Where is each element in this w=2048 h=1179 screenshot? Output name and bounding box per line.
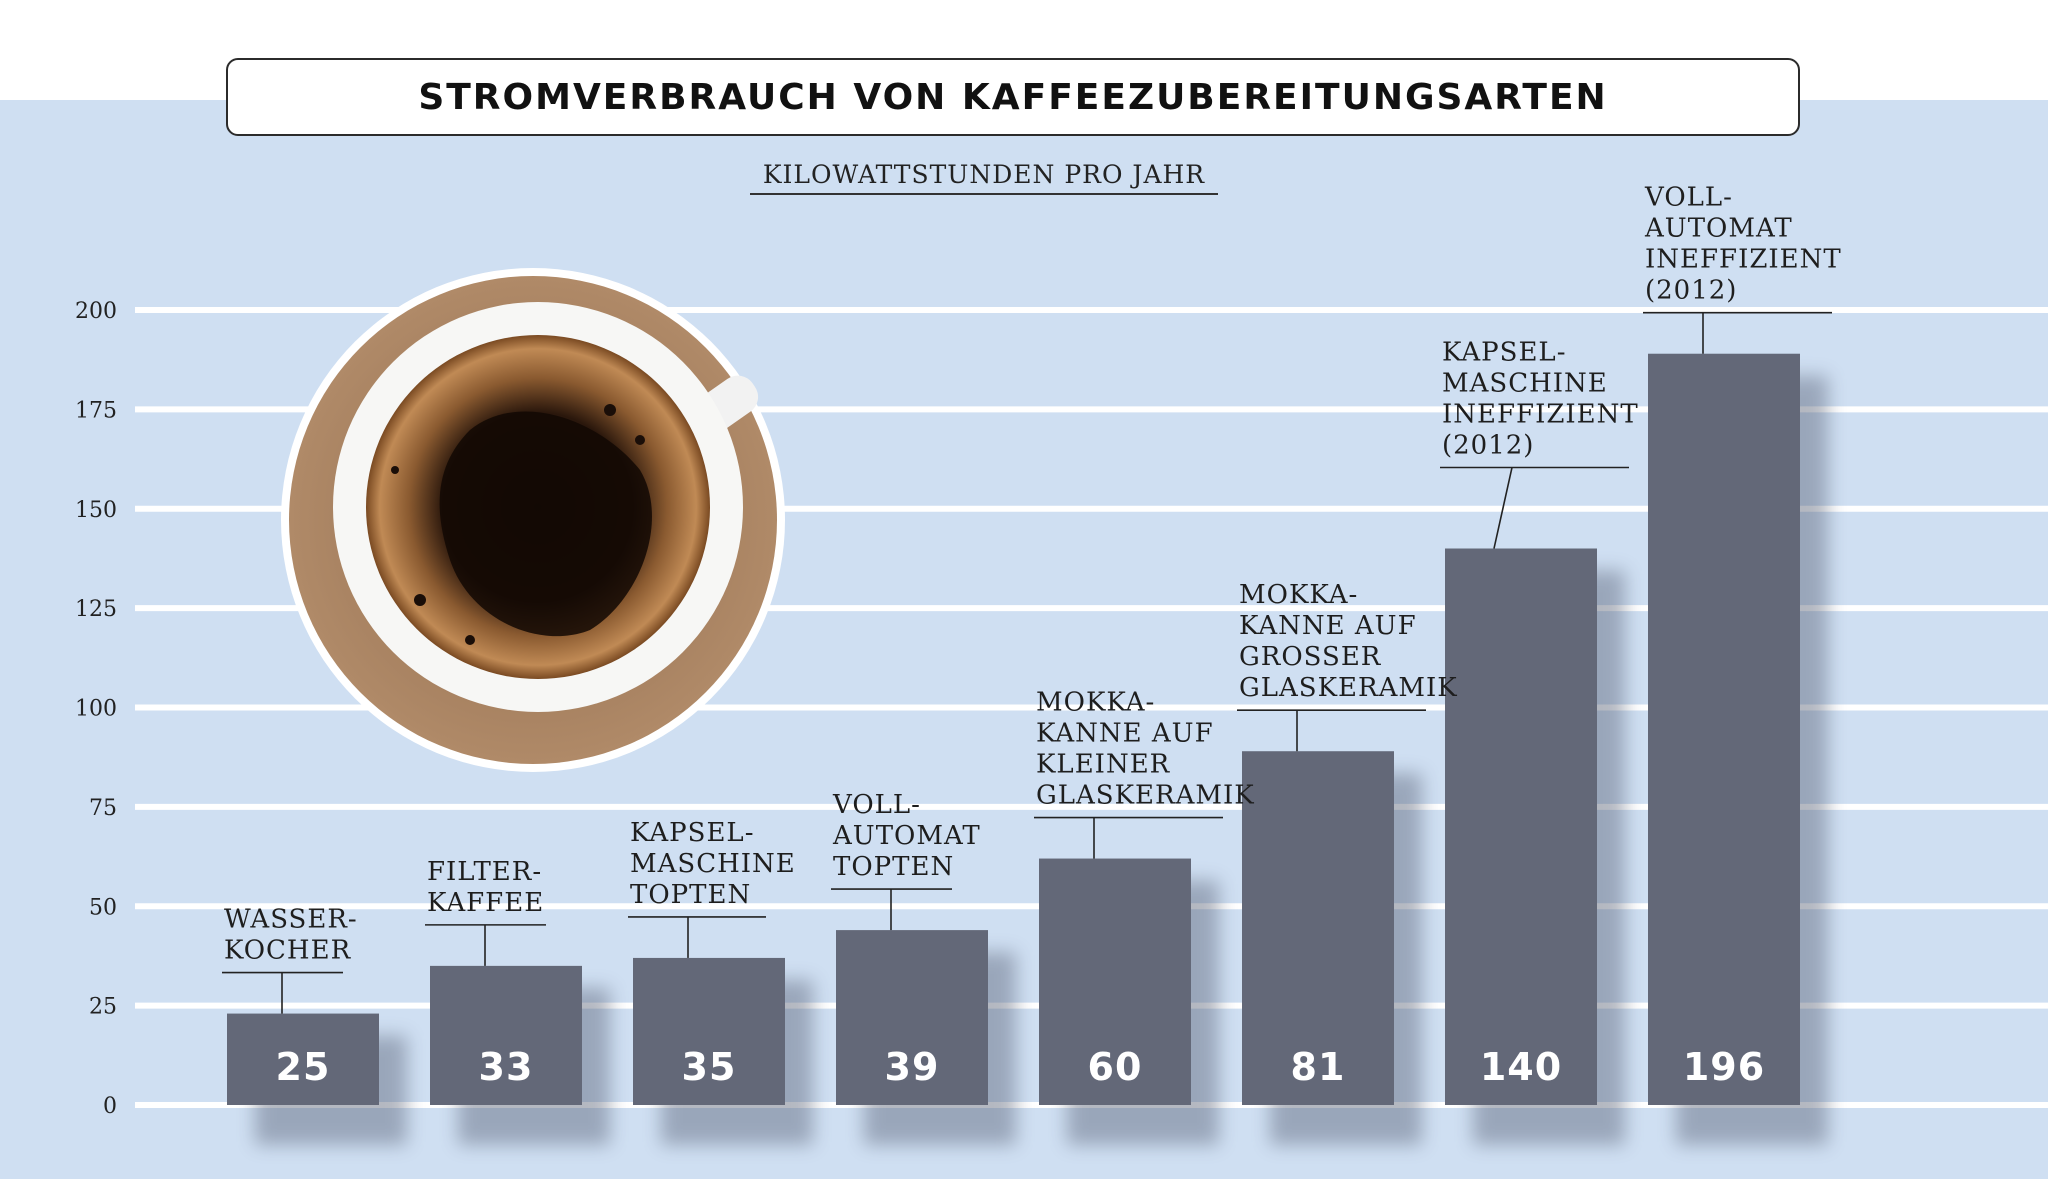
bar <box>1242 751 1394 1105</box>
category-label: MASCHINE <box>1442 369 1608 399</box>
category-label: GROSSER <box>1239 642 1382 672</box>
y-tick-label: 50 <box>89 895 117 920</box>
category-label: KAFFEE <box>427 888 544 918</box>
category-label: KLEINER <box>1036 750 1171 780</box>
category-label: GLASKERAMIK <box>1239 673 1458 703</box>
category-label: VOLL- <box>1644 183 1733 213</box>
bars <box>227 353 1800 1106</box>
bar <box>1648 353 1800 1106</box>
category-label: (2012) <box>1645 276 1737 306</box>
value-label: 33 <box>479 1045 534 1089</box>
coffee-cup-photo <box>281 268 785 772</box>
category-label: AUTOMAT <box>832 821 981 851</box>
category-label: MOKKA- <box>1036 688 1155 718</box>
y-axis-ticks: 0 25 50 75 100 125 150 175 200 <box>75 299 117 1119</box>
value-label: 140 <box>1480 1045 1562 1089</box>
bar <box>1445 548 1597 1105</box>
y-tick-label: 75 <box>89 796 117 821</box>
chart-title: STROMVERBRAUCH VON KAFFEEZUBEREITUNGSART… <box>418 76 1608 118</box>
chart-subtitle: KILOWATTSTUNDEN PRO JAHR <box>750 160 1218 195</box>
bar <box>1039 858 1191 1105</box>
value-label: 39 <box>885 1045 940 1089</box>
bar <box>836 930 988 1105</box>
bar <box>227 1013 379 1105</box>
category-label: TOPTEN <box>833 852 954 882</box>
category-label: KAPSEL- <box>1442 338 1566 368</box>
category-label: KAPSEL- <box>630 818 754 848</box>
category-label: WASSER- <box>224 905 358 935</box>
category-label: AUTOMAT <box>1644 214 1793 244</box>
value-label: 25 <box>276 1045 331 1089</box>
value-labels: 25 33 35 39 60 81 140 196 <box>276 1045 1765 1089</box>
value-label: 60 <box>1088 1045 1143 1089</box>
category-label: TOPTEN <box>630 880 751 910</box>
category-label: GLASKERAMIK <box>1036 781 1255 811</box>
y-tick-label: 25 <box>89 995 117 1020</box>
value-label: 196 <box>1683 1045 1765 1089</box>
label-connector <box>1493 467 1513 549</box>
y-tick-label: 0 <box>103 1094 117 1119</box>
category-label: (2012) <box>1442 431 1534 461</box>
y-tick-label: 125 <box>75 597 117 622</box>
category-label: VOLL- <box>832 790 921 820</box>
category-label: INEFFIZIENT <box>1442 400 1639 430</box>
value-label: 81 <box>1291 1045 1346 1089</box>
bar <box>633 957 785 1105</box>
category-label: KANNE AUF <box>1036 719 1214 749</box>
category-label: MASCHINE <box>630 849 796 879</box>
category-label: FILTER- <box>427 857 542 887</box>
value-label: 35 <box>682 1045 737 1089</box>
category-label: KOCHER <box>224 936 352 966</box>
y-tick-label: 200 <box>75 299 117 324</box>
category-labels: WASSER-KOCHERFILTER-KAFFEEKAPSEL-MASCHIN… <box>222 183 1842 1014</box>
category-label: MOKKA- <box>1239 580 1358 610</box>
title-box: STROMVERBRAUCH VON KAFFEEZUBEREITUNGSART… <box>226 58 1800 136</box>
y-tick-label: 175 <box>75 398 117 423</box>
category-label: KANNE AUF <box>1239 611 1417 641</box>
y-tick-label: 100 <box>75 697 117 722</box>
y-tick-label: 150 <box>75 498 117 523</box>
bar <box>430 965 582 1105</box>
category-label: INEFFIZIENT <box>1645 245 1842 275</box>
